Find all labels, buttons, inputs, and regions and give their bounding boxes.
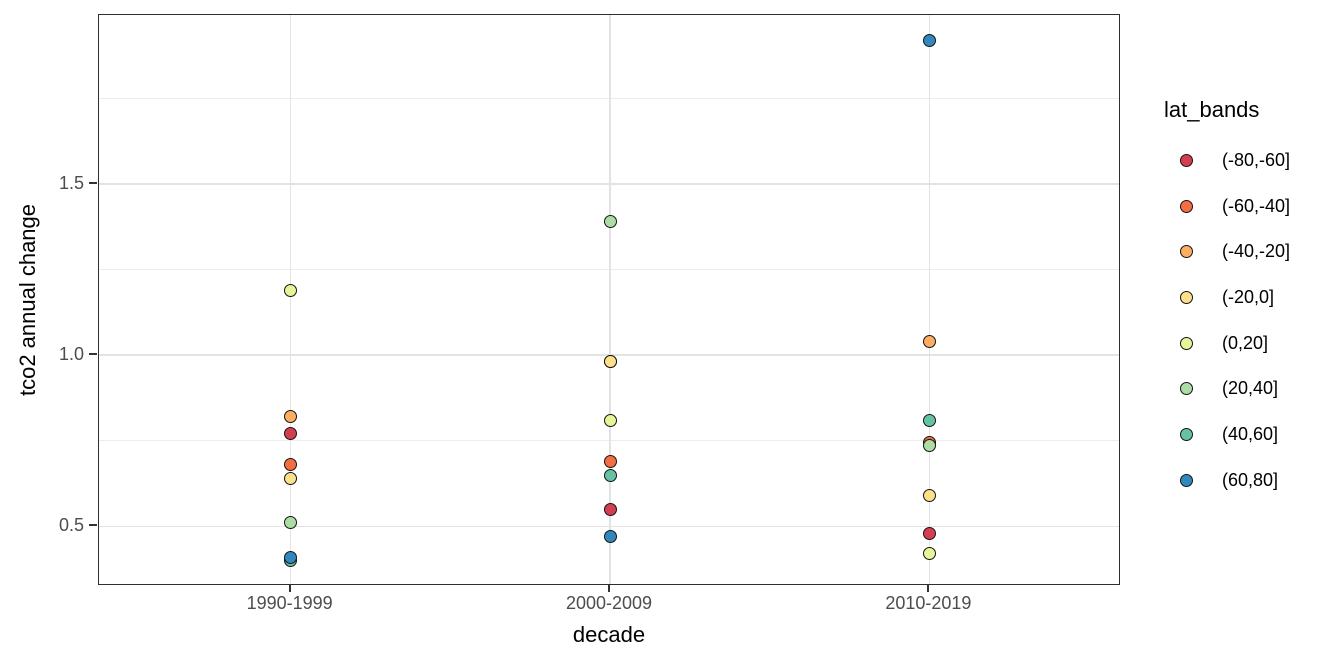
data-point-(-20,0]-2000-2009 — [603, 355, 617, 369]
x-axis-tick — [288, 585, 291, 592]
legend-entry: (40,60] — [1164, 423, 1278, 445]
gridline-major-x — [928, 15, 931, 584]
data-point-(-80,-60]-1990-1999 — [284, 427, 298, 441]
data-point-(-20,0]-2010-2019 — [922, 489, 936, 503]
legend-key-circle — [1180, 427, 1193, 441]
data-point-(40,60]-2000-2009 — [603, 468, 617, 482]
x-axis-tick — [608, 585, 610, 592]
legend-key-circle — [1180, 154, 1193, 167]
x-axis-title: decade — [572, 622, 646, 647]
legend-entry-label: (-80,-60] — [1222, 150, 1291, 170]
gridline-major-x — [609, 15, 611, 584]
legend-entry-label: (-20,0] — [1222, 286, 1275, 307]
legend-entry-label: (60,80] — [1222, 469, 1279, 490]
data-point-(-80,-60]-2010-2019 — [922, 526, 936, 540]
data-point-(-60,-40]-2000-2009 — [603, 454, 617, 468]
x-tick-label: 1990-1999 — [246, 593, 333, 613]
legend-entry: (-60,-40] — [1164, 195, 1290, 217]
y-tick-label: 1.5 — [58, 172, 84, 193]
y-tick-label: 1.0 — [58, 344, 84, 365]
legend: lat_bands (-80,-60] (-60,-40] (-40,-20] (-2… — [1164, 97, 1344, 490]
data-point-(20,40]-2000-2009 — [603, 215, 617, 229]
legend-title: lat_bands — [1164, 97, 1260, 122]
gridline-major-x — [289, 15, 292, 584]
plot-panel — [98, 14, 1120, 585]
legend-entry: (0,20] — [1164, 332, 1268, 354]
x-tick-label: 2010-2019 — [885, 593, 972, 613]
legend-entry: (-80,-60] — [1164, 150, 1290, 172]
data-point-(60,80]-2000-2009 — [603, 530, 617, 544]
data-point-(-40,-20]-1990-1999 — [284, 410, 298, 424]
data-point-(60,80]-2010-2019 — [922, 33, 936, 47]
legend-key-circle — [1180, 382, 1193, 396]
data-point-(20,40]-2010-2019 — [922, 439, 936, 453]
y-axis-tick — [89, 353, 97, 356]
legend-entry-label: (40,60] — [1222, 423, 1279, 444]
data-point-(0,20]-1990-1999 — [284, 283, 298, 297]
gridline-minor-y — [99, 269, 1119, 270]
legend-entry: (20,40] — [1164, 378, 1278, 400]
legend-entry: (-20,0] — [1164, 286, 1274, 308]
data-point-(40,60]-2010-2019 — [922, 413, 936, 427]
data-point-(-60,-40]-1990-1999 — [284, 458, 298, 472]
y-axis-tick — [89, 181, 97, 184]
gridline-minor-y — [99, 440, 1119, 442]
legend-entry-label: (0,20] — [1222, 332, 1269, 353]
legend-entry: (-40,-20] — [1164, 241, 1290, 263]
legend-key-circle — [1180, 290, 1193, 304]
y-axis-title: tco2 annual change — [15, 203, 40, 397]
data-point-(0,20]-2010-2019 — [922, 547, 936, 561]
data-point-(20,40]-1990-1999 — [284, 516, 298, 530]
legend-key-circle — [1180, 473, 1193, 487]
legend-entry-label: (-60,-40] — [1222, 195, 1291, 216]
gridline-major-y — [99, 354, 1119, 356]
y-axis-tick — [89, 524, 97, 527]
data-point-(-40,-20]-2010-2019 — [922, 334, 936, 348]
legend-entry-label: (-40,-20] — [1222, 241, 1291, 262]
y-tick-label: 0.5 — [58, 515, 84, 536]
legend-key-circle — [1180, 199, 1193, 213]
gridline-minor-y — [99, 97, 1119, 99]
legend-key-circle — [1180, 245, 1193, 259]
legend-entry: (60,80] — [1164, 469, 1278, 491]
gridline-major-y — [99, 183, 1119, 185]
gridline-major-y — [99, 525, 1119, 528]
legend-key-circle — [1180, 336, 1193, 350]
x-axis-tick — [927, 585, 930, 592]
legend-entry-label: (20,40] — [1222, 378, 1279, 399]
data-point-(-80,-60]-2000-2009 — [603, 502, 617, 516]
data-point-(60,80]-1990-1999 — [284, 550, 298, 564]
data-point-(0,20]-2000-2009 — [603, 413, 617, 427]
x-tick-label: 2000-2009 — [565, 593, 653, 613]
data-point-(-20,0]-1990-1999 — [284, 471, 298, 485]
